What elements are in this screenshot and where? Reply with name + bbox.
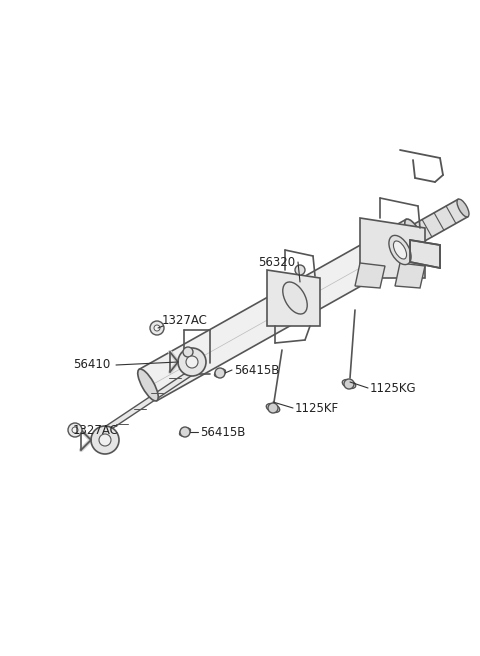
Circle shape [268,403,278,413]
Circle shape [344,379,354,389]
Polygon shape [410,240,440,268]
Circle shape [183,347,193,357]
Circle shape [72,427,78,433]
Text: 56410: 56410 [73,358,110,371]
Circle shape [178,348,206,376]
Text: 1125KF: 1125KF [295,401,339,415]
Polygon shape [139,219,424,401]
Circle shape [91,426,119,454]
Polygon shape [410,199,468,244]
Ellipse shape [394,241,407,259]
Text: 1327AC: 1327AC [73,424,119,436]
Ellipse shape [342,380,356,388]
Text: 56320: 56320 [258,255,295,268]
Text: 56415B: 56415B [234,363,279,377]
Polygon shape [355,263,385,288]
Ellipse shape [138,369,158,401]
Ellipse shape [457,199,469,217]
Ellipse shape [283,282,307,314]
Polygon shape [100,372,197,430]
Polygon shape [360,218,425,278]
Polygon shape [395,263,425,288]
Circle shape [215,368,225,378]
Ellipse shape [405,219,425,251]
Circle shape [186,356,198,368]
Ellipse shape [180,428,191,436]
Text: 56415B: 56415B [200,426,245,438]
Ellipse shape [266,403,280,413]
Polygon shape [267,270,320,326]
Circle shape [99,434,111,446]
Circle shape [68,423,82,437]
Circle shape [154,325,160,331]
Text: 1327AC: 1327AC [162,314,208,327]
Text: 1125KG: 1125KG [370,382,417,394]
Circle shape [150,321,164,335]
Ellipse shape [389,236,411,264]
Circle shape [295,265,305,275]
Circle shape [180,427,190,437]
Ellipse shape [215,369,226,377]
